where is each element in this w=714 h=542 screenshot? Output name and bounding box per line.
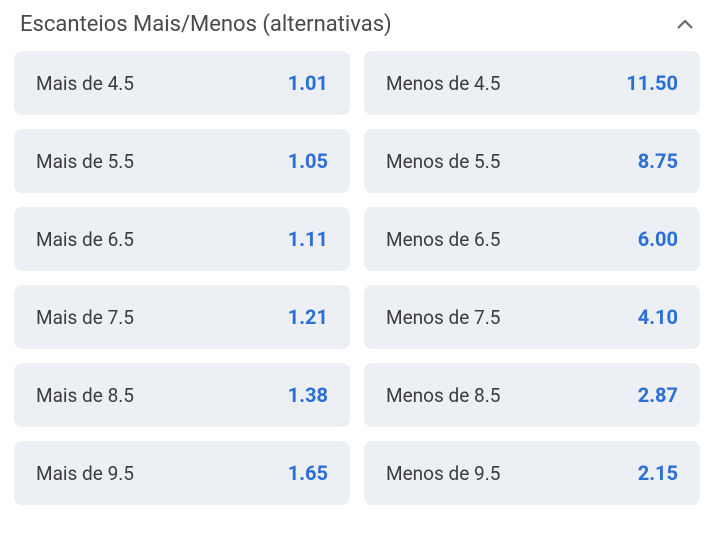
market-title: Escanteios Mais/Menos (alternativas) <box>20 12 392 37</box>
odds-label: Menos de 7.5 <box>386 306 500 329</box>
odds-cell-over[interactable]: Mais de 7.5 1.21 <box>14 285 350 349</box>
odds-cell-over[interactable]: Mais de 9.5 1.65 <box>14 441 350 505</box>
odds-cell-over[interactable]: Mais de 6.5 1.11 <box>14 207 350 271</box>
odds-label: Menos de 5.5 <box>386 150 500 173</box>
odds-label: Mais de 9.5 <box>36 462 134 485</box>
odds-value: 4.10 <box>638 305 678 329</box>
odds-value: 1.65 <box>288 461 328 485</box>
odds-label: Menos de 6.5 <box>386 228 500 251</box>
odds-value: 1.38 <box>288 383 328 407</box>
odds-cell-over[interactable]: Mais de 8.5 1.38 <box>14 363 350 427</box>
odds-cell-under[interactable]: Menos de 6.5 6.00 <box>364 207 700 271</box>
odds-cell-over[interactable]: Mais de 5.5 1.05 <box>14 129 350 193</box>
odds-label: Mais de 8.5 <box>36 384 134 407</box>
odds-cell-over[interactable]: Mais de 4.5 1.01 <box>14 51 350 115</box>
odds-value: 1.11 <box>288 227 328 251</box>
odds-cell-under[interactable]: Menos de 7.5 4.10 <box>364 285 700 349</box>
odds-value: 11.50 <box>626 71 678 95</box>
odds-cell-under[interactable]: Menos de 5.5 8.75 <box>364 129 700 193</box>
market-container: Escanteios Mais/Menos (alternativas) Mai… <box>0 0 714 519</box>
odds-label: Menos de 9.5 <box>386 462 500 485</box>
odds-label: Mais de 6.5 <box>36 228 134 251</box>
odds-label: Menos de 8.5 <box>386 384 500 407</box>
odds-grid: Mais de 4.5 1.01 Menos de 4.5 11.50 Mais… <box>0 51 714 519</box>
odds-value: 2.87 <box>638 383 678 407</box>
odds-cell-under[interactable]: Menos de 8.5 2.87 <box>364 363 700 427</box>
chevron-up-icon <box>676 16 694 34</box>
odds-value: 2.15 <box>638 461 678 485</box>
market-header[interactable]: Escanteios Mais/Menos (alternativas) <box>0 0 714 51</box>
odds-value: 6.00 <box>638 227 678 251</box>
odds-value: 1.05 <box>288 149 328 173</box>
odds-cell-under[interactable]: Menos de 9.5 2.15 <box>364 441 700 505</box>
odds-label: Mais de 5.5 <box>36 150 134 173</box>
odds-label: Mais de 7.5 <box>36 306 134 329</box>
odds-value: 8.75 <box>638 149 678 173</box>
odds-label: Mais de 4.5 <box>36 72 134 95</box>
odds-value: 1.01 <box>288 71 328 95</box>
odds-value: 1.21 <box>288 305 328 329</box>
odds-cell-under[interactable]: Menos de 4.5 11.50 <box>364 51 700 115</box>
odds-label: Menos de 4.5 <box>386 72 500 95</box>
